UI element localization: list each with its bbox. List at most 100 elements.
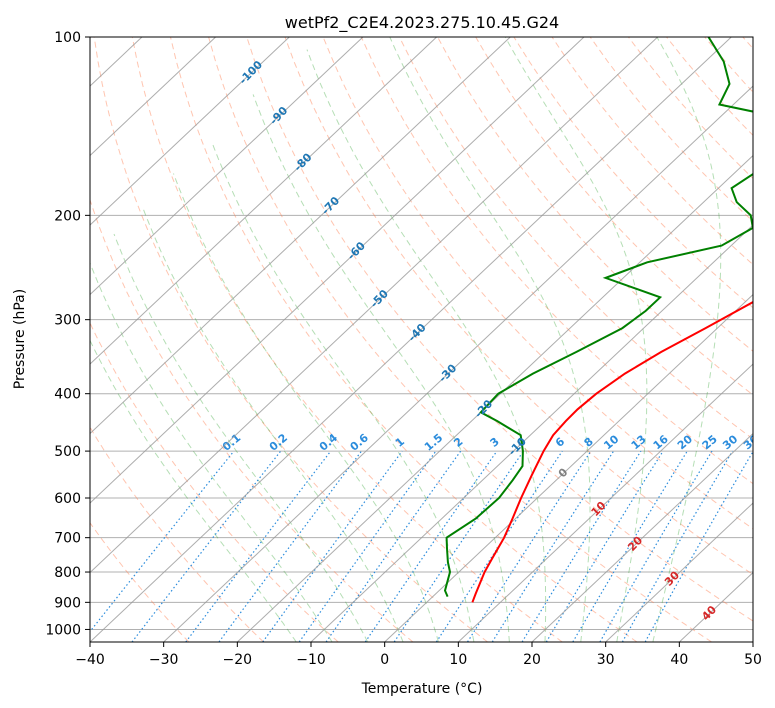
dry-adiabat bbox=[90, 198, 414, 642]
mixing-ratio-line bbox=[262, 450, 403, 642]
dry-adiabat bbox=[246, 37, 753, 622]
mixing-ratio-label: 1.5 bbox=[422, 431, 445, 453]
isotherm bbox=[457, 363, 753, 642]
isotherm bbox=[90, 37, 585, 504]
isotherm bbox=[605, 502, 753, 642]
x-tick-label: 30 bbox=[597, 652, 615, 668]
isotherm bbox=[90, 37, 290, 226]
mixing-ratio-line bbox=[325, 450, 462, 642]
isotherm bbox=[90, 37, 511, 435]
mixing-ratio-line bbox=[90, 450, 235, 633]
mixing-ratio-line bbox=[545, 450, 664, 642]
mixing-ratio-label: 25 bbox=[700, 433, 720, 453]
mixing-ratio-line bbox=[491, 450, 615, 642]
isotherm bbox=[163, 85, 753, 642]
moist-adiabat bbox=[252, 94, 510, 642]
dry-adiabat bbox=[90, 426, 264, 642]
moist-adiabat bbox=[90, 339, 297, 642]
isotherm bbox=[384, 293, 753, 642]
mixing-ratio-line bbox=[298, 450, 437, 642]
dry-adiabat bbox=[284, 37, 753, 576]
y-tick-label: 800 bbox=[54, 565, 81, 581]
x-tick-label: 10 bbox=[449, 652, 467, 668]
y-axis-ticks: 100 200 300 400 500 600 700 800 900 1000 bbox=[45, 30, 90, 638]
y-tick-label: 900 bbox=[54, 595, 81, 611]
x-tick-label: 40 bbox=[670, 652, 688, 668]
y-tick-label: 400 bbox=[54, 387, 81, 403]
isotherm bbox=[90, 37, 364, 296]
x-tick-label: −30 bbox=[149, 652, 179, 668]
plot-area: 0.1 0.2 0.4 0.6 1 1.5 2 3 4 6 8 10 13 16 20 25 30 36 -100… bbox=[0, 37, 753, 642]
mixing-ratio-lines: 0.1 0.2 0.4 0.6 1 1.5 2 3 4 6 8 10 13 16 20 25 30 36 bbox=[90, 431, 753, 642]
mixing-ratio-line bbox=[599, 450, 713, 642]
x-tick-label: −20 bbox=[223, 652, 253, 668]
height-label: -100 bbox=[237, 58, 266, 87]
mixing-ratio-line bbox=[185, 450, 332, 642]
temperature-profile bbox=[471, 300, 753, 603]
y-axis-label: Pressure (hPa) bbox=[12, 289, 28, 389]
moist-adiabat bbox=[652, 37, 722, 642]
moist-adiabat bbox=[389, 37, 591, 642]
x-tick-label: 0 bbox=[380, 652, 389, 668]
isotherm bbox=[310, 224, 753, 642]
mixing-ratio-line bbox=[218, 450, 362, 642]
dewpoint-profile bbox=[443, 37, 753, 597]
x-axis-label: Temperature (°C) bbox=[361, 681, 483, 697]
mixing-ratio-line bbox=[435, 450, 563, 642]
mixing-ratio-label: 0.2 bbox=[267, 431, 290, 453]
mixing-ratio-label: 3 bbox=[488, 435, 502, 450]
dry-adiabat bbox=[742, 37, 753, 50]
y-tick-label: 700 bbox=[54, 531, 81, 547]
mixing-ratio-line bbox=[466, 450, 592, 642]
mixing-ratio-label: 30 bbox=[720, 432, 740, 452]
dry-adiabat bbox=[93, 37, 488, 642]
isotherm bbox=[90, 37, 658, 574]
y-tick-label: 600 bbox=[54, 491, 81, 507]
isotherm bbox=[236, 154, 753, 642]
mixing-ratio-label: 0.6 bbox=[348, 431, 372, 454]
x-tick-label: 20 bbox=[523, 652, 541, 668]
mixing-ratio-line bbox=[393, 450, 524, 642]
isotherm bbox=[0, 37, 68, 642]
mixing-ratio-label: 13 bbox=[629, 433, 649, 453]
plot-frame bbox=[89, 36, 754, 643]
dry-adiabat bbox=[398, 37, 753, 440]
isotherm bbox=[678, 571, 753, 642]
dry-adiabat bbox=[704, 37, 753, 93]
isotherm bbox=[90, 37, 216, 157]
y-tick-label: 1000 bbox=[45, 622, 81, 638]
y-tick-label: 500 bbox=[54, 444, 81, 460]
mixing-ratio-label: 16 bbox=[651, 432, 671, 452]
dry-adiabat bbox=[437, 37, 753, 396]
y-tick-label: 200 bbox=[54, 208, 81, 224]
mixing-ratio-label: 6 bbox=[553, 435, 567, 450]
isotherm bbox=[752, 641, 753, 642]
dry-adiabat bbox=[360, 37, 753, 485]
mixing-ratio-label: 0.1 bbox=[220, 431, 243, 453]
x-axis-ticks: −40 −30 −20 −10 0 10 20 30 40 50 bbox=[75, 642, 762, 668]
x-tick-label: 50 bbox=[744, 652, 762, 668]
dry-adiabat bbox=[513, 37, 753, 309]
mixing-ratio-line bbox=[364, 450, 498, 642]
moist-adiabat bbox=[211, 141, 475, 642]
moist-adiabats bbox=[90, 37, 722, 642]
dry-adiabat bbox=[170, 37, 638, 642]
dry-adiabat bbox=[551, 37, 753, 266]
moist-adiabat bbox=[142, 208, 404, 642]
moist-adiabat bbox=[90, 261, 333, 642]
mixing-ratio-line bbox=[521, 450, 642, 642]
isotherm bbox=[531, 432, 753, 642]
dry-adiabat bbox=[90, 321, 339, 642]
y-tick-label: 300 bbox=[54, 313, 81, 329]
mixing-ratio-label: 8 bbox=[582, 435, 596, 450]
chart-title: wetPf2_C2E4.2023.275.10.45.G24 bbox=[285, 13, 559, 33]
x-tick-label: −40 bbox=[75, 652, 105, 668]
moist-adiabat bbox=[113, 233, 369, 642]
x-tick-label: −10 bbox=[296, 652, 326, 668]
moist-adiabat bbox=[306, 49, 547, 642]
y-tick-label: 100 bbox=[54, 30, 81, 46]
mixing-ratio-label: 0.4 bbox=[317, 431, 341, 454]
dry-adiabat bbox=[475, 37, 753, 352]
